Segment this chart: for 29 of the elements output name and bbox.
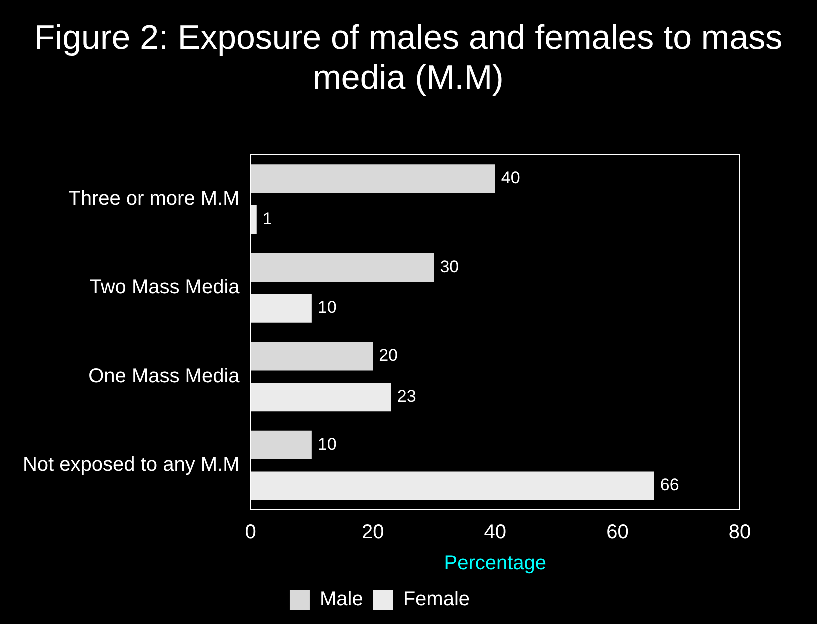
data-label: 10 — [318, 298, 337, 318]
x-tick-label: 0 — [245, 522, 256, 544]
data-label: 40 — [501, 168, 520, 188]
bar — [250, 472, 654, 500]
x-tick-label: 80 — [728, 522, 752, 544]
x-tick-label: 60 — [606, 522, 629, 544]
x-axis-title: Percentage — [444, 552, 547, 575]
y-tick-label: Three or more M.M — [68, 188, 240, 210]
chart-title: Figure 2: Exposure of males and females to mass media (M.M) — [33, 18, 784, 98]
legend-label: Male — [320, 588, 364, 611]
bar — [250, 164, 496, 194]
bar — [250, 383, 392, 412]
legend-label: Female — [403, 588, 470, 611]
bar — [250, 253, 434, 282]
bar — [250, 430, 312, 460]
data-label: 23 — [397, 386, 416, 406]
bar — [250, 206, 257, 234]
data-label: 10 — [318, 434, 337, 454]
data-label: 30 — [440, 257, 460, 276]
x-tick-label: 20 — [362, 522, 384, 544]
bar — [250, 342, 374, 371]
data-label: 1 — [262, 209, 272, 228]
y-tick-label: Not exposed to any M.M — [22, 454, 240, 476]
y-tick-label: One Mass Media — [88, 365, 241, 388]
data-label: 66 — [660, 476, 680, 495]
data-label: 20 — [379, 346, 398, 366]
y-tick-label: Two Mass Media — [90, 276, 241, 299]
x-tick-label: 40 — [484, 522, 507, 544]
bar — [250, 294, 312, 323]
